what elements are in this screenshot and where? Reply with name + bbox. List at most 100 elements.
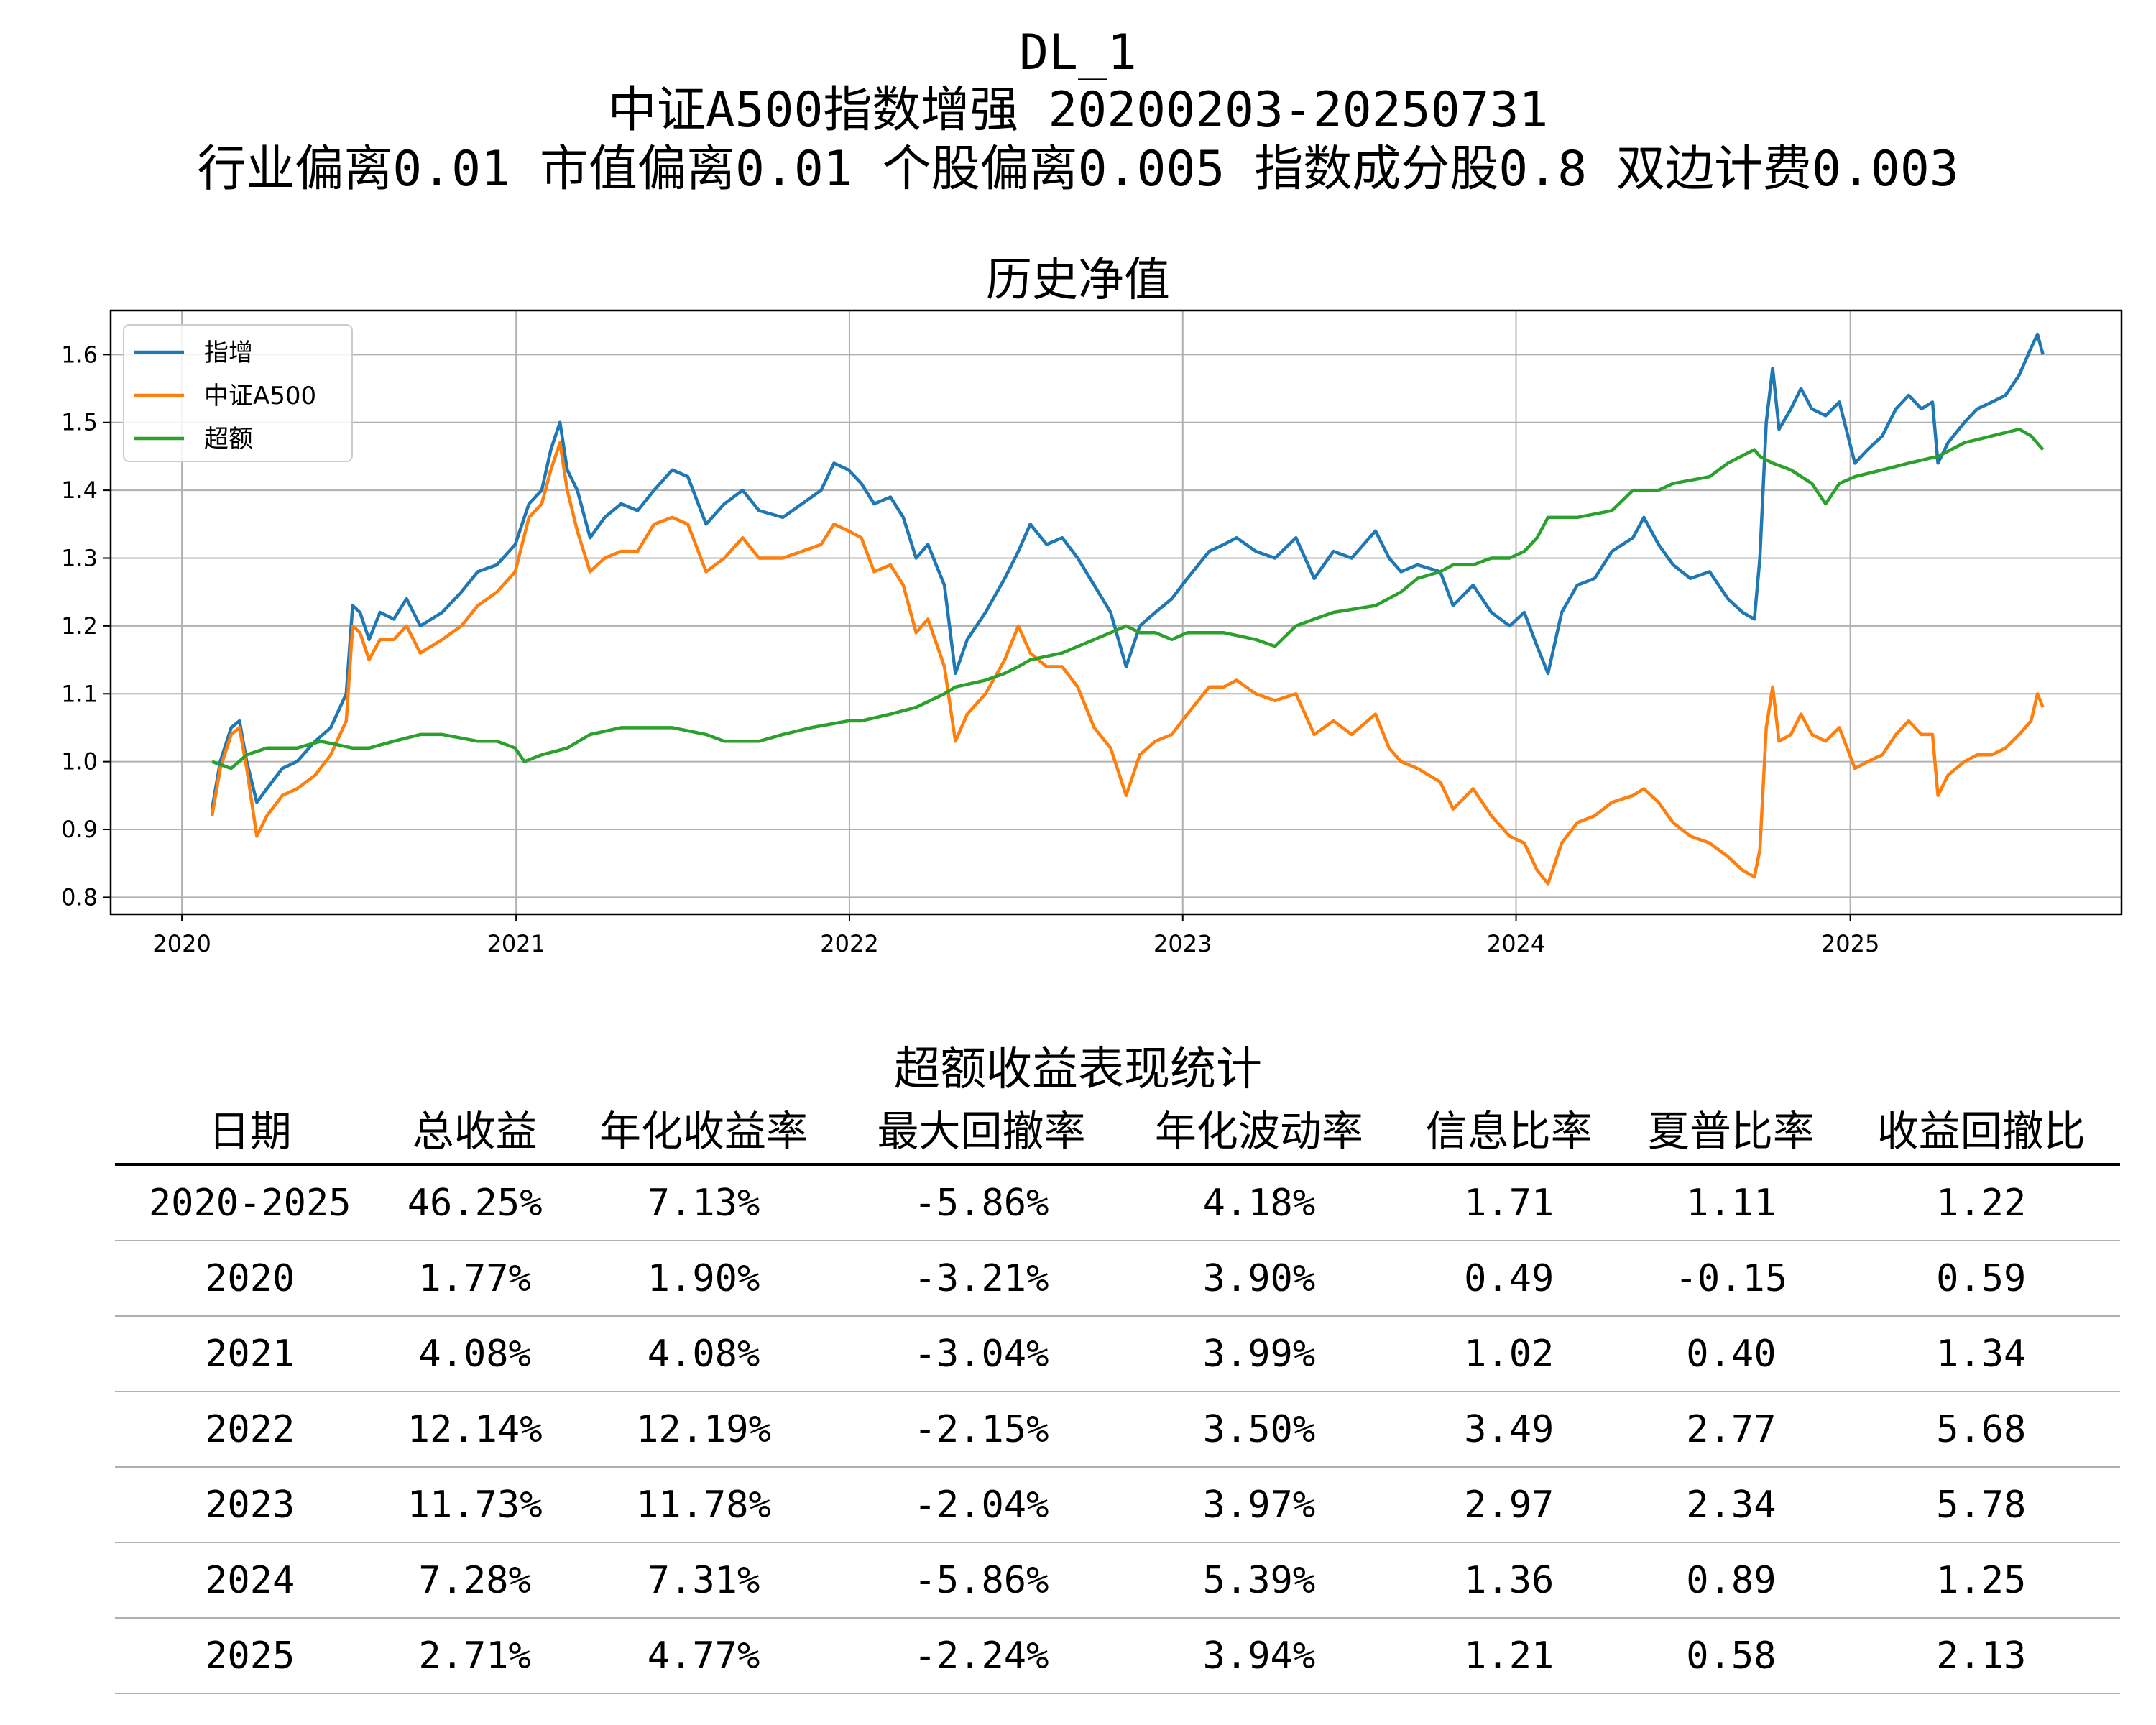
table-cell: 11.78% (564, 1467, 843, 1543)
x-tick-label: 2021 (487, 930, 545, 957)
table-cell: 2021 (115, 1316, 385, 1392)
table-cell: 5.78 (1842, 1467, 2120, 1543)
y-tick-label: 1.0 (61, 748, 98, 776)
plot-frame (109, 309, 2123, 916)
table-row: 2023 11.73% 11.78% -2.04% 3.97% 2.97 2.34 5.78 (115, 1467, 2120, 1543)
x-tick-label: 2025 (1821, 930, 1879, 957)
table-row: 2021 4.08% 4.08% -3.04% 3.99% 1.02 0.40 1.34 (115, 1316, 2120, 1392)
x-tick-label: 2023 (1153, 930, 1212, 957)
table-body: 2020-2025 46.25% 7.13% -5.86% 4.18% 1.71 1.11 1… (115, 1164, 2120, 1694)
table-cell: 1.34 (1842, 1316, 2120, 1392)
table-cell: 12.19% (564, 1392, 843, 1468)
table-cell: -3.04% (842, 1316, 1120, 1392)
table-cell: 1.36 (1398, 1542, 1621, 1619)
column-header: 最大回撤率 (842, 1092, 1120, 1166)
nav-line-chart: 2020 2021 2022 2023 2024 2025 0.8 0.9 1.0 1.1 1.2 1… (61, 309, 2123, 957)
y-tick-label: 1.5 (61, 409, 98, 436)
table-cell: 3.49 (1398, 1392, 1621, 1468)
y-tick-label: 0.8 (61, 883, 98, 911)
table-cell: 0.40 (1620, 1316, 1843, 1392)
y-tick-label: 1.2 (61, 612, 98, 640)
figure-subtitle: 中证A500指数增强 20200203-20250731 (607, 82, 1549, 139)
figure-title: DL_1 (1019, 24, 1137, 81)
excess-return-table: 日期 总收益 年化收益率 最大回撤率 年化波动率 信息比率 夏普比率 收益回撤比 2020-2… (115, 1092, 2120, 1694)
table-cell: 2024 (115, 1542, 385, 1619)
table-cell: 4.08% (564, 1316, 843, 1392)
table-cell: 2020 (115, 1241, 385, 1317)
table-cell: 3.94% (1120, 1618, 1399, 1694)
x-tick-label: 2020 (152, 930, 211, 957)
x-tick-label: 2022 (820, 930, 878, 957)
table-cell: 4.08% (384, 1316, 565, 1392)
series-line-1 (210, 441, 2045, 886)
legend-label-2: 超额 (204, 425, 253, 454)
legend-label-0: 指增 (204, 339, 253, 367)
table-cell: 46.25% (384, 1164, 565, 1241)
column-header: 总收益 (384, 1092, 565, 1166)
figure-parameters: 行业偏离0.01 市值偏离0.01 个股偏离0.005 指数成分股0.8 双边计… (197, 141, 1959, 198)
table-cell: 2.13 (1842, 1618, 2120, 1694)
table-cell: 7.13% (564, 1164, 843, 1241)
table-cell: 12.14% (384, 1392, 565, 1468)
column-header: 日期 (115, 1092, 385, 1166)
column-header: 信息比率 (1398, 1092, 1621, 1166)
column-header: 夏普比率 (1620, 1092, 1843, 1166)
table-cell: 2023 (115, 1467, 385, 1543)
table-cell: 3.99% (1120, 1316, 1399, 1392)
table-cell: 1.25 (1842, 1542, 2120, 1619)
table-cell: -5.86% (842, 1164, 1120, 1241)
table-row: 2020 1.77% 1.90% -3.21% 3.90% 0.49 -0.15 0.59 (115, 1241, 2120, 1317)
table-cell: 7.31% (564, 1542, 843, 1619)
column-header: 年化收益率 (564, 1092, 843, 1166)
table-cell: 0.89 (1620, 1542, 1843, 1619)
table-cell: 11.73% (384, 1467, 565, 1543)
table-cell: -2.04% (842, 1467, 1120, 1543)
table-cell: 3.97% (1120, 1467, 1399, 1543)
table-cell: 3.50% (1120, 1392, 1399, 1468)
y-tick-label: 1.3 (61, 544, 98, 571)
series-line-2 (211, 427, 2045, 770)
table-cell: 2.77 (1620, 1392, 1843, 1468)
table-cell: -2.24% (842, 1618, 1120, 1694)
table-cell: 3.90% (1120, 1241, 1399, 1317)
table-cell: 5.68 (1842, 1392, 2120, 1468)
table-cell: 0.58 (1620, 1618, 1843, 1694)
table-cell: 1.11 (1620, 1164, 1843, 1241)
table-cell: 1.22 (1842, 1164, 2120, 1241)
table-cell: 2025 (115, 1618, 385, 1694)
table-cell: -3.21% (842, 1241, 1120, 1317)
table-row: 2025 2.71% 4.77% -2.24% 3.94% 1.21 0.58 2.13 (115, 1618, 2120, 1694)
table-cell: -0.15 (1620, 1241, 1843, 1317)
chart-title: 历史净值 (986, 254, 1170, 307)
series-line-0 (210, 332, 2045, 810)
table-cell: 2.97 (1398, 1467, 1621, 1543)
table-cell: 2022 (115, 1392, 385, 1468)
table-row: 2024 7.28% 7.31% -5.86% 5.39% 1.36 0.89 1.25 (115, 1542, 2120, 1619)
table-row: 2022 12.14% 12.19% -2.15% 3.50% 3.49 2.77 5.68 (115, 1392, 2120, 1468)
y-tick-label: 1.1 (61, 680, 98, 707)
table-cell: 4.18% (1120, 1164, 1399, 1241)
table-row: 2020-2025 46.25% 7.13% -5.86% 4.18% 1.71 1.11 1… (115, 1164, 2120, 1241)
table-cell: 1.21 (1398, 1618, 1621, 1694)
y-tick-label: 0.9 (61, 816, 98, 843)
table-cell: 1.02 (1398, 1316, 1621, 1392)
table-cell: 5.39% (1120, 1542, 1399, 1619)
table-cell: 7.28% (384, 1542, 565, 1619)
table-cell: -2.15% (842, 1392, 1120, 1468)
table-cell: 2.34 (1620, 1467, 1843, 1543)
table-cell: 1.77% (384, 1241, 565, 1317)
table-cell: -5.86% (842, 1542, 1120, 1619)
table-title: 超额收益表现统计 (894, 1043, 1262, 1096)
table-cell: 4.77% (564, 1618, 843, 1694)
table-cell: 1.90% (564, 1241, 843, 1317)
column-header: 年化波动率 (1120, 1092, 1399, 1166)
table-cell: 2.71% (384, 1618, 565, 1694)
y-tick-label: 1.6 (61, 341, 98, 368)
legend-label-1: 中证A500 (204, 382, 316, 410)
legend-box (123, 324, 353, 462)
table-cell: 0.49 (1398, 1241, 1621, 1317)
table-header-row: 日期 总收益 年化收益率 最大回撤率 年化波动率 信息比率 夏普比率 收益回撤比 (115, 1092, 2120, 1166)
x-tick-label: 2024 (1487, 930, 1545, 957)
column-header: 收益回撤比 (1842, 1092, 2120, 1166)
